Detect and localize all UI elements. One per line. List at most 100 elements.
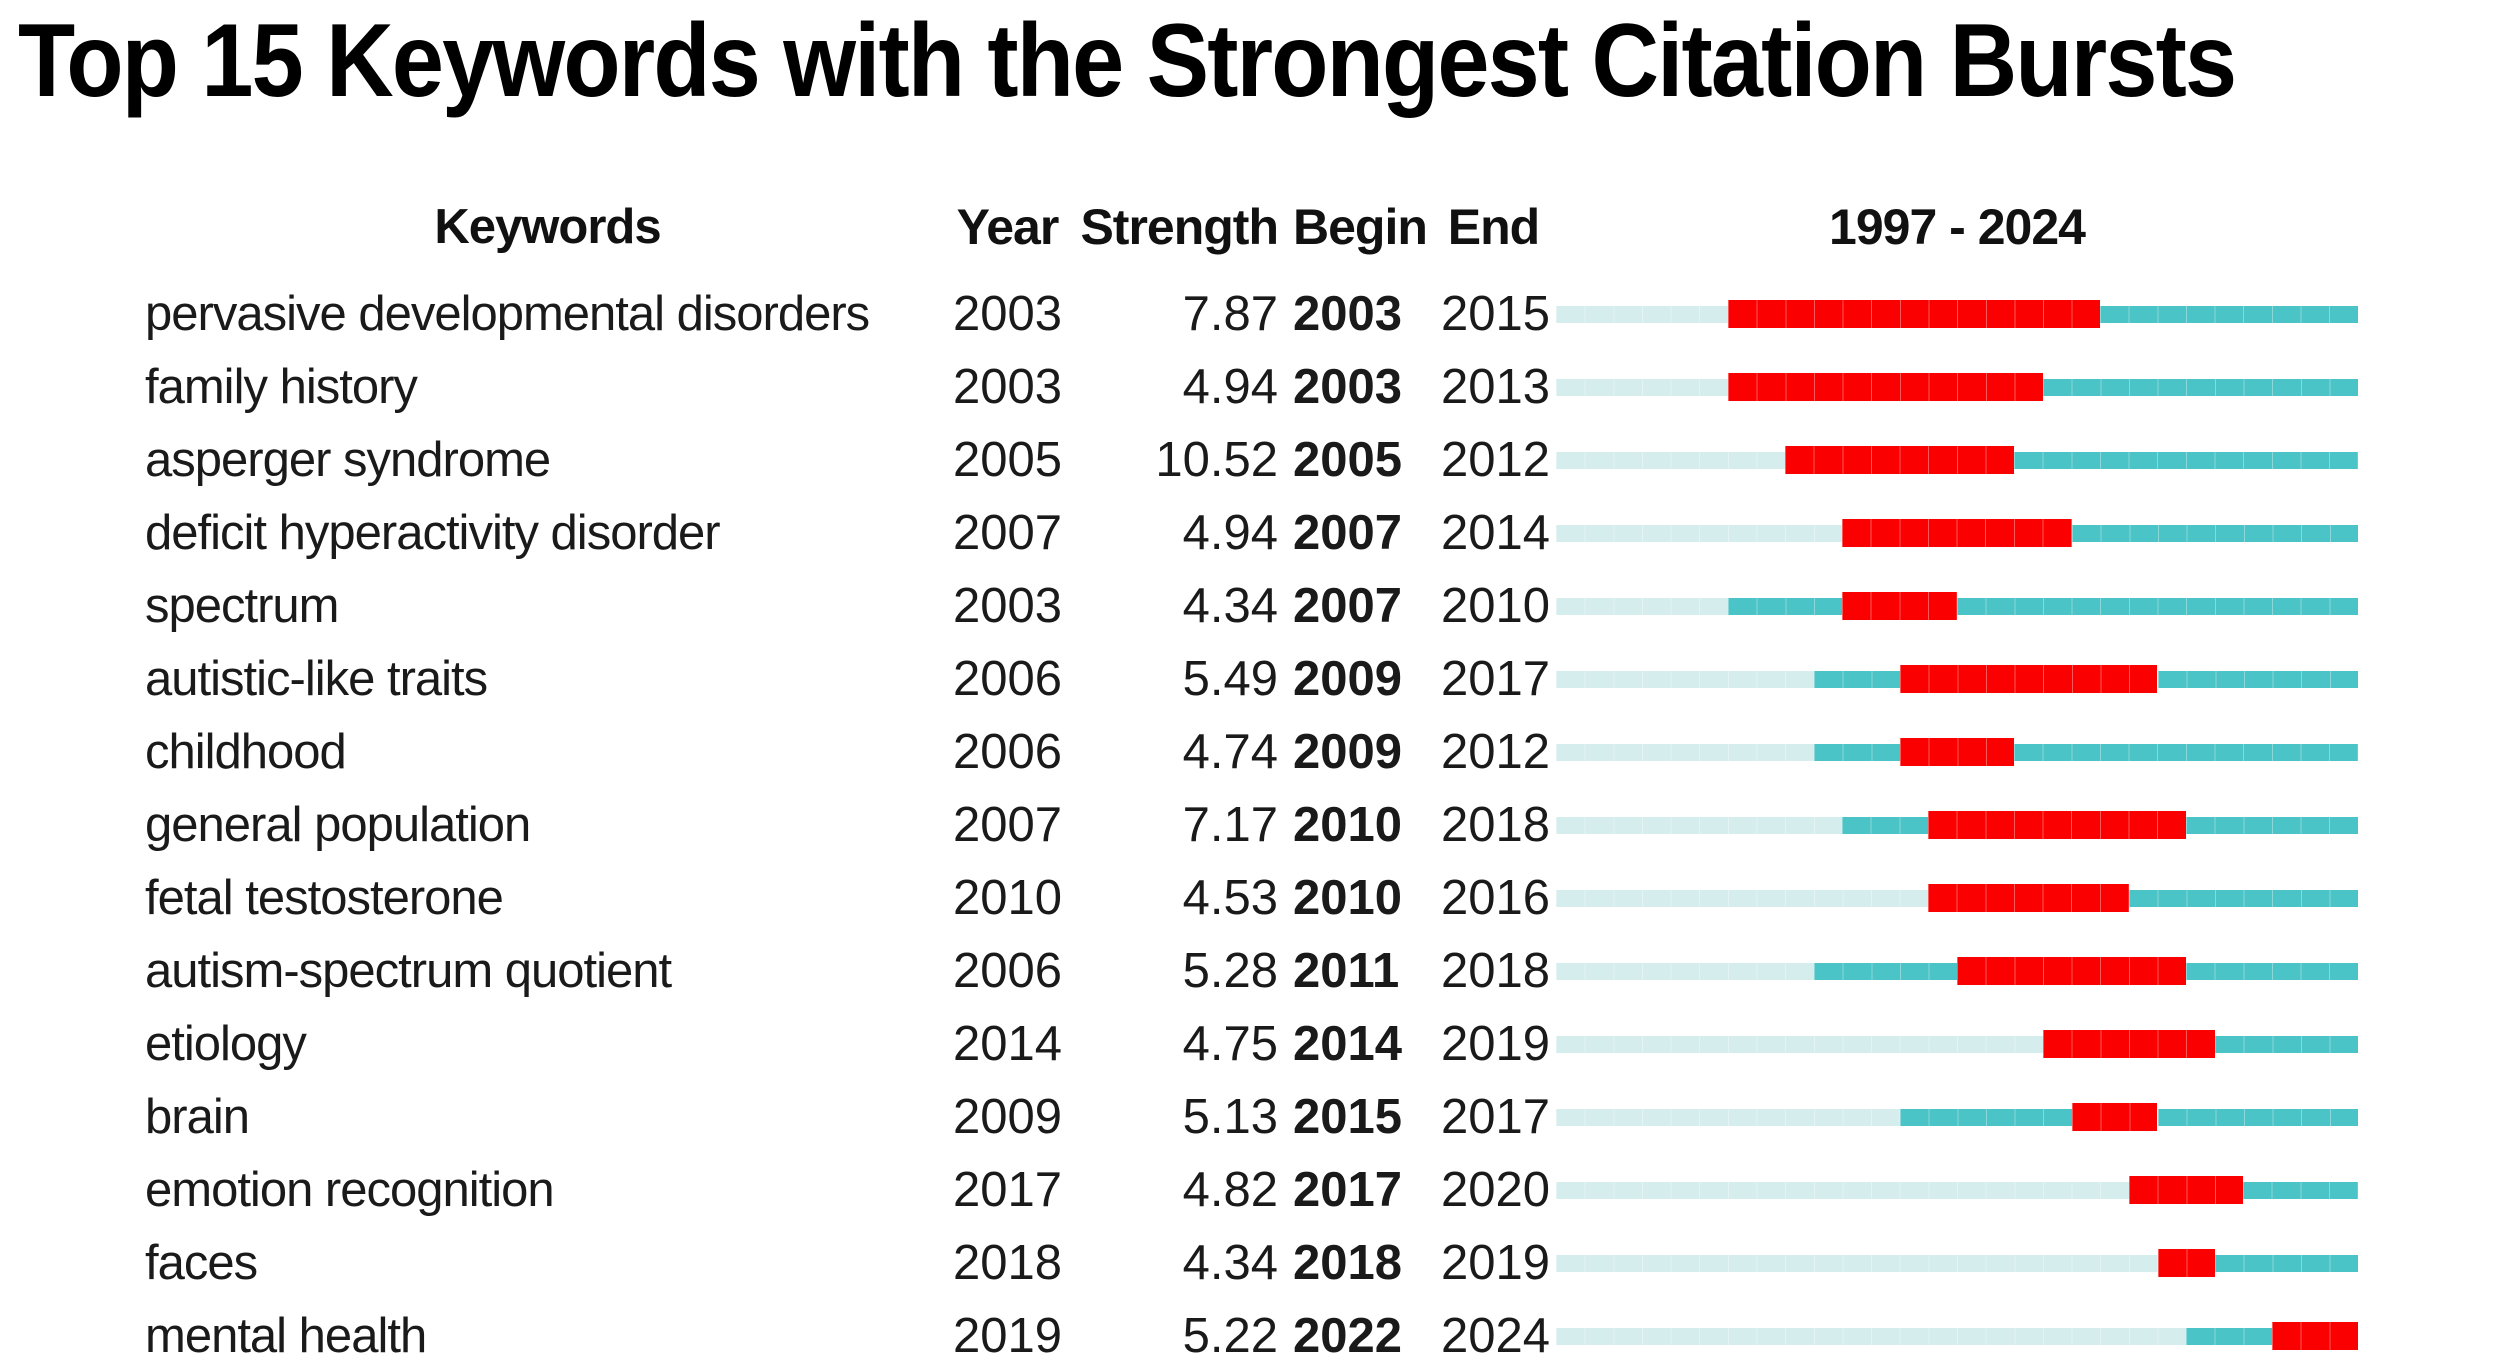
bar-segment-post-burst bbox=[2157, 670, 2358, 688]
strength-cell: 4.75 bbox=[1182, 1016, 1278, 1071]
begin-cell: 2003 bbox=[1293, 359, 1403, 414]
end-cell: 2013 bbox=[1441, 359, 1551, 414]
burst-timeline-bar bbox=[1556, 1029, 2358, 1058]
bar-segment-burst bbox=[2157, 1248, 2215, 1277]
strength-cell: 5.49 bbox=[1182, 651, 1278, 706]
bar-segment-pre-burst bbox=[1727, 597, 1843, 615]
year-cell: 2003 bbox=[952, 359, 1062, 414]
bar-segment-burst bbox=[2071, 1102, 2158, 1131]
bar-segment-post-burst bbox=[2100, 305, 2358, 323]
table-header-row: Keywords Year Strength Begin End 1997 - … bbox=[0, 190, 2500, 263]
burst-timeline-bar bbox=[1556, 1321, 2358, 1350]
year-cell: 2009 bbox=[952, 1089, 1062, 1144]
bar-segment-before-first-year bbox=[1556, 1254, 2158, 1272]
begin-cell: 2018 bbox=[1293, 1235, 1403, 1290]
keyword-cell: emotion recognition bbox=[145, 1162, 555, 1217]
end-cell: 2019 bbox=[1441, 1235, 1551, 1290]
bar-segment-burst bbox=[1727, 299, 2101, 328]
table-row: deficit hyperactivity disorder 2007 4.94… bbox=[0, 496, 2500, 569]
burst-timeline-bar bbox=[1556, 1175, 2358, 1204]
keyword-cell: faces bbox=[145, 1235, 258, 1290]
bar-segment-pre-burst bbox=[1899, 1108, 2072, 1126]
begin-cell: 2014 bbox=[1293, 1016, 1403, 1071]
bar-segment-before-first-year bbox=[1556, 1181, 2129, 1199]
end-cell: 2016 bbox=[1441, 870, 1551, 925]
column-header-begin: Begin bbox=[1293, 198, 1428, 255]
year-cell: 2017 bbox=[952, 1162, 1062, 1217]
bar-segment-before-first-year bbox=[1556, 597, 1728, 615]
strength-cell: 7.87 bbox=[1182, 286, 1278, 341]
begin-cell: 2015 bbox=[1293, 1089, 1403, 1144]
end-cell: 2014 bbox=[1441, 505, 1551, 560]
table-row: faces 2018 4.34 2018 2019 bbox=[0, 1226, 2500, 1299]
year-cell: 2019 bbox=[952, 1308, 1062, 1363]
bar-segment-before-first-year bbox=[1556, 524, 1843, 542]
burst-timeline-bar bbox=[1556, 737, 2358, 766]
bar-segment-burst bbox=[2272, 1321, 2358, 1350]
bar-segment-before-first-year bbox=[1556, 305, 1728, 323]
begin-cell: 2010 bbox=[1293, 870, 1403, 925]
strength-cell: 4.82 bbox=[1182, 1162, 1278, 1217]
bar-segment-before-first-year bbox=[1556, 889, 1929, 907]
bar-segment-post-burst bbox=[2243, 1181, 2358, 1199]
keyword-cell: general population bbox=[145, 797, 531, 852]
bar-segment-burst bbox=[1957, 956, 2187, 985]
burst-timeline-bar bbox=[1556, 664, 2358, 693]
column-header-strength: Strength bbox=[1080, 198, 1279, 255]
bar-segment-burst bbox=[1928, 883, 2129, 912]
table-row: brain 2009 5.13 2015 2017 bbox=[0, 1080, 2500, 1153]
bar-segment-pre-burst bbox=[1813, 962, 1957, 980]
keyword-cell: pervasive developmental disorders bbox=[145, 286, 870, 341]
column-header-end: End bbox=[1447, 198, 1540, 255]
strength-cell: 4.53 bbox=[1182, 870, 1278, 925]
bar-segment-pre-burst bbox=[1813, 743, 1900, 761]
bar-segment-burst bbox=[1842, 591, 1957, 620]
table-row: pervasive developmental disorders 2003 7… bbox=[0, 277, 2500, 350]
bar-segment-burst bbox=[1899, 664, 2158, 693]
bar-segment-burst bbox=[2128, 1175, 2244, 1204]
strength-cell: 5.13 bbox=[1182, 1089, 1278, 1144]
bar-segment-post-burst bbox=[2186, 816, 2358, 834]
strength-cell: 10.52 bbox=[1155, 432, 1278, 487]
bar-segment-post-burst bbox=[2014, 743, 2358, 761]
table-row: etiology 2014 4.75 2014 2019 bbox=[0, 1007, 2500, 1080]
burst-timeline-bar bbox=[1556, 810, 2358, 839]
strength-cell: 4.94 bbox=[1182, 505, 1278, 560]
year-cell: 2005 bbox=[952, 432, 1062, 487]
strength-cell: 4.34 bbox=[1182, 1235, 1278, 1290]
bar-segment-before-first-year bbox=[1556, 670, 1814, 688]
column-header-year: Year bbox=[956, 198, 1060, 255]
year-cell: 2006 bbox=[952, 724, 1062, 779]
column-header-timeline-range: 1997 - 2024 bbox=[1829, 198, 2086, 255]
table-row: autistic-like traits 2006 5.49 2009 2017 bbox=[0, 642, 2500, 715]
keyword-cell: childhood bbox=[145, 724, 347, 779]
bar-segment-burst bbox=[1899, 737, 2015, 766]
end-cell: 2018 bbox=[1441, 797, 1551, 852]
begin-cell: 2017 bbox=[1293, 1162, 1403, 1217]
keyword-cell: fetal testosterone bbox=[145, 870, 504, 925]
table-row: spectrum 2003 4.34 2007 2010 bbox=[0, 569, 2500, 642]
bar-segment-before-first-year bbox=[1556, 743, 1814, 761]
page-title: Top 15 Keywords with the Strongest Citat… bbox=[18, 3, 2237, 119]
keyword-cell: brain bbox=[145, 1089, 250, 1144]
end-cell: 2017 bbox=[1441, 1089, 1551, 1144]
burst-timeline-bar bbox=[1556, 518, 2358, 547]
bar-segment-before-first-year bbox=[1556, 1108, 1900, 1126]
burst-timeline-bar bbox=[1556, 1102, 2358, 1131]
end-cell: 2017 bbox=[1441, 651, 1551, 706]
burst-timeline-bar bbox=[1556, 299, 2358, 328]
keyword-cell: autistic-like traits bbox=[145, 651, 488, 706]
strength-cell: 4.94 bbox=[1182, 359, 1278, 414]
table-row: general population 2007 7.17 2010 2018 bbox=[0, 788, 2500, 861]
year-cell: 2006 bbox=[952, 651, 1062, 706]
burst-timeline-bar bbox=[1556, 445, 2358, 474]
year-cell: 2018 bbox=[952, 1235, 1062, 1290]
bar-segment-before-first-year bbox=[1556, 1035, 2043, 1053]
burst-timeline-bar bbox=[1556, 372, 2358, 401]
burst-timeline-bar bbox=[1556, 883, 2358, 912]
bar-segment-burst bbox=[2042, 1029, 2215, 1058]
bar-segment-before-first-year bbox=[1556, 816, 1843, 834]
bar-segment-before-first-year bbox=[1556, 1327, 2187, 1345]
year-cell: 2010 bbox=[952, 870, 1062, 925]
